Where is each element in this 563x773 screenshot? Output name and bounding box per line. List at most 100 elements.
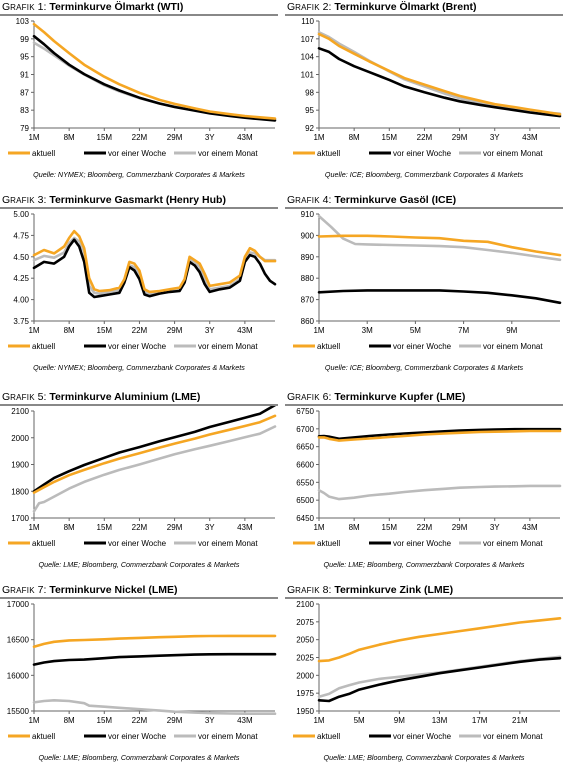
series-line	[317, 30, 562, 115]
series-line	[317, 234, 562, 257]
series-line	[317, 429, 562, 442]
title-rule	[285, 597, 563, 599]
chart-title-text: Terminkurve Nickel (LME)	[49, 584, 178, 596]
line-chart: 15500 16000 16500 17000 1M 8M 15M 22M 29M 3Y 43M ak…	[7, 600, 277, 741]
y-tick-label: 16000	[7, 671, 30, 680]
chart-title-prefix-initial: G	[2, 584, 11, 596]
y-tick-label: 99	[20, 35, 29, 44]
chart-title-prefix-initial: G	[2, 194, 11, 206]
x-tick-label: 1M	[28, 716, 39, 725]
y-tick-label: 6500	[296, 496, 314, 505]
legend-label: vor einer Woche	[108, 342, 167, 351]
legend-label: vor einer Woche	[108, 732, 167, 741]
chart-title-text: Terminkurve Zink (LME)	[334, 584, 454, 596]
x-tick-label: 3Y	[205, 716, 215, 725]
series-line	[32, 414, 277, 494]
y-tick-label: 6700	[296, 425, 314, 434]
x-tick-label: 15M	[382, 523, 398, 532]
chart-panel: GRAFIK 2: Terminkurve Ölmarkt (Brent) 92 9…	[285, 0, 563, 190]
chart-title-number: 1:	[34, 1, 50, 13]
x-tick-label: 43M	[237, 326, 253, 335]
legend-label: aktuell	[32, 539, 55, 548]
legend-label: vor einem Monat	[483, 539, 543, 548]
legend-label: vor einer Woche	[393, 149, 452, 158]
y-tick-label: 110	[301, 17, 314, 26]
series-line	[317, 427, 562, 441]
chart-panel: GRAFIK 4: Terminkurve Gasöl (ICE) 860 870 8…	[285, 193, 563, 383]
y-tick-label: 15500	[7, 707, 30, 716]
x-tick-label: 8M	[64, 523, 75, 532]
chart-source: Quelle: LME; Bloomberg, Commerzbank Corp…	[38, 753, 240, 762]
series-line	[32, 238, 277, 299]
legend-label: vor einer Woche	[108, 539, 167, 548]
y-tick-label: 4.25	[13, 274, 29, 283]
x-tick-label: 15M	[97, 716, 113, 725]
line-chart: 860 870 880 890 900 910 1M 3M 5M 7M 9M aktuell vor e…	[293, 210, 562, 351]
title-rule	[0, 14, 278, 16]
x-tick-label: 22M	[132, 133, 148, 142]
y-tick-label: 2100	[296, 600, 314, 609]
y-tick-label: 910	[301, 210, 315, 219]
legend-label: vor einer Woche	[393, 732, 452, 741]
series-line	[317, 289, 562, 305]
x-tick-label: 43M	[237, 716, 253, 725]
x-tick-label: 1M	[313, 326, 324, 335]
series-line	[317, 484, 562, 501]
legend-label: aktuell	[317, 342, 340, 351]
y-tick-label: 16500	[7, 636, 30, 645]
y-tick-label: 890	[301, 253, 315, 262]
y-tick-label: 2075	[296, 618, 314, 627]
x-tick-label: 22M	[132, 523, 148, 532]
chart-title-text: Terminkurve Ölmarkt (WTI)	[49, 1, 184, 13]
title-rule	[285, 14, 563, 16]
chart-title-prefix-rest: RAFIK	[10, 393, 35, 402]
x-tick-label: 1M	[28, 523, 39, 532]
y-tick-label: 83	[20, 106, 29, 115]
y-tick-label: 1975	[296, 689, 314, 698]
chart-title: GRAFIK 4: Terminkurve Gasöl (ICE)	[287, 194, 456, 206]
x-tick-label: 13M	[432, 716, 448, 725]
legend-label: vor einem Monat	[483, 732, 543, 741]
chart-source: Quelle: ICE; Bloomberg, Commerzbank Corp…	[324, 170, 524, 179]
x-tick-label: 22M	[132, 326, 148, 335]
y-tick-label: 79	[20, 124, 29, 133]
chart-title-prefix-rest: RAFIK	[295, 3, 320, 12]
y-tick-label: 1950	[296, 707, 314, 716]
chart-title-prefix-initial: G	[2, 391, 11, 403]
y-tick-label: 6650	[296, 443, 314, 452]
chart-title: GRAFIK 6: Terminkurve Kupfer (LME)	[287, 391, 465, 403]
chart-title-prefix-initial: G	[2, 1, 11, 13]
y-tick-label: 6550	[296, 478, 314, 487]
y-tick-label: 860	[301, 317, 315, 326]
y-tick-label: 1700	[11, 514, 29, 523]
x-tick-label: 22M	[417, 523, 433, 532]
chart-title-prefix-rest: RAFIK	[10, 3, 35, 12]
line-chart: 79 83 87 91 95 99 103 1M 8M 15M 22M 29M 3Y 43M aktuell…	[8, 17, 277, 158]
chart-title-text: Terminkurve Gasöl (ICE)	[334, 194, 457, 206]
y-tick-label: 4.00	[13, 296, 29, 305]
chart-title-number: 5:	[34, 391, 50, 403]
y-tick-label: 4.50	[13, 253, 29, 262]
x-tick-label: 5M	[410, 326, 421, 335]
line-chart: 92 95 98 101 104 107 110 1M 8M 15M 22M 29M 3Y 43M aktu…	[293, 17, 562, 158]
chart-title-number: 6:	[319, 391, 335, 403]
x-tick-label: 1M	[28, 326, 39, 335]
chart-title-prefix-initial: G	[287, 391, 296, 403]
legend-label: vor einer Woche	[393, 539, 452, 548]
y-tick-label: 104	[301, 53, 315, 62]
x-tick-label: 9M	[506, 326, 517, 335]
y-tick-label: 92	[305, 124, 314, 133]
x-tick-label: 21M	[512, 716, 528, 725]
y-tick-label: 900	[301, 231, 315, 240]
series-line	[317, 214, 562, 262]
y-tick-label: 6750	[296, 407, 314, 416]
series-line	[317, 32, 562, 116]
chart-title-prefix-initial: G	[287, 584, 296, 596]
title-rule	[285, 207, 563, 209]
x-tick-label: 3Y	[490, 133, 500, 142]
y-tick-label: 98	[305, 88, 314, 97]
y-tick-label: 5.00	[13, 210, 29, 219]
series-line	[317, 656, 562, 703]
chart-title-text: Terminkurve Aluminium (LME)	[49, 391, 201, 403]
y-tick-label: 1900	[11, 461, 29, 470]
